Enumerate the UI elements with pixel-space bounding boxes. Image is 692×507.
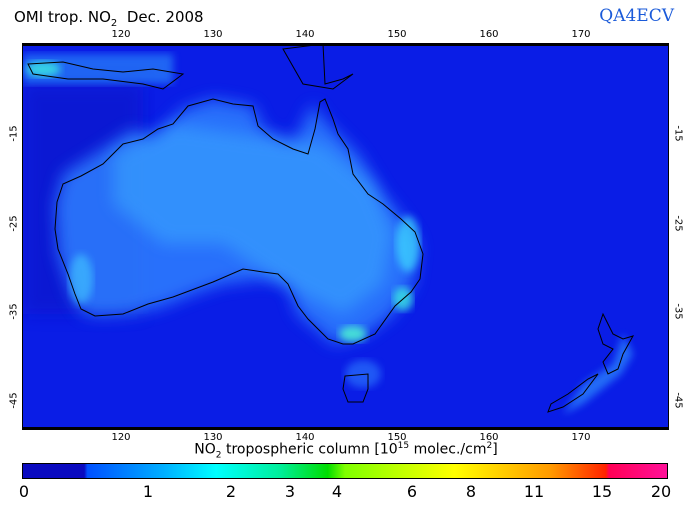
colorbar-tick: 4 [331,482,343,501]
colorbar-tick: 8 [465,482,477,501]
lat-tick-right: -45 [672,392,684,409]
lat-tick-right: -35 [672,303,684,320]
lat-tick-left: -25 [8,215,20,232]
lat-tick-left: -35 [8,303,20,320]
colorbar-tick: 2 [225,482,237,501]
lat-tick-left: -15 [8,125,20,142]
map-frame-top [23,44,668,46]
map-title: OMI trop. NO2 Dec. 2008 [14,8,204,29]
lat-tick-right: -25 [672,215,684,232]
lon-tick-top: 120 [111,29,131,40]
colorbar-tick: 0 [18,482,30,501]
lon-tick-top: 150 [387,29,407,40]
lon-tick-top: 170 [571,29,591,40]
map-frame-bottom [23,427,668,429]
colorbar-tick: 15 [591,482,613,501]
lon-tick-bottom: 170 [571,432,591,443]
lon-tick-bottom: 140 [295,432,315,443]
lon-tick-bottom: 150 [387,432,407,443]
colorbar-tick: 11 [523,482,545,501]
colorbar [22,463,668,479]
lon-tick-bottom: 120 [111,432,131,443]
lat-tick-right: -15 [672,125,684,142]
brand-label: QA4ECV [599,6,674,26]
lon-tick-top: 160 [479,29,499,40]
map-graphic [23,44,668,429]
colorbar-tick: 3 [284,482,296,501]
lon-tick-top: 130 [203,29,223,40]
lat-tick-left: -45 [8,392,20,409]
lon-tick-bottom: 160 [479,432,499,443]
colorbar-tick: 20 [650,482,672,501]
lon-tick-top: 140 [295,29,315,40]
no2-map[interactable] [22,43,669,430]
lon-tick-bottom: 130 [203,432,223,443]
colorbar-tick: 1 [142,482,154,501]
colorbar-tick: 6 [406,482,418,501]
colorbar-label: NO2 tropospheric column [1015 molec./cm2… [194,441,498,461]
